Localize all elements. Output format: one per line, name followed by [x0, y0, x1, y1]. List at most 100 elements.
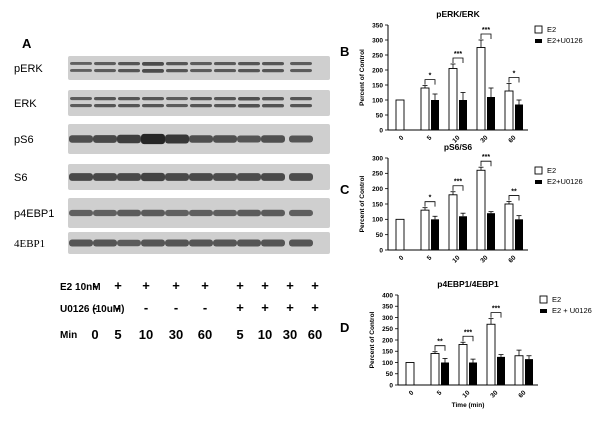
blot-band	[118, 104, 140, 108]
blot-band	[118, 69, 140, 73]
y-tick-label: 150	[382, 349, 393, 356]
significance-bracket	[424, 79, 436, 85]
chart-p4ebp1-4ebp1: p4EBP1/4EBP1050100150200250300350400Perc…	[369, 279, 592, 409]
condition-value: +	[142, 278, 150, 293]
x-tick-label: 0	[398, 254, 406, 262]
blot-band	[289, 239, 313, 247]
blot-band	[289, 173, 313, 181]
x-tick-label: 10	[451, 134, 461, 144]
bar-e2	[476, 169, 486, 251]
blot-band	[94, 69, 116, 73]
y-tick-label: 350	[382, 304, 393, 311]
legend-label: E2+U0126	[547, 36, 583, 45]
blot-band	[70, 69, 92, 72]
bar-e2-u0126	[441, 362, 449, 385]
blot-band	[93, 173, 117, 181]
blot-band	[166, 62, 188, 66]
legend-swatch-open	[534, 166, 543, 175]
y-tick-label: 50	[386, 371, 394, 378]
bar-e2	[514, 355, 524, 386]
legend-swatch-open	[534, 25, 543, 34]
legend-swatch-filled	[535, 39, 542, 43]
blot-band	[190, 97, 212, 101]
x-tick-label: 5	[426, 254, 434, 262]
blot-band	[237, 209, 261, 217]
condition-value: -	[144, 300, 148, 315]
blot-band	[189, 239, 213, 247]
bar-e2	[448, 68, 458, 131]
significance-bracket	[452, 57, 464, 63]
x-axis-label: Time (min)	[452, 402, 485, 409]
bar-e2	[430, 353, 440, 386]
x-tick-label: 60	[507, 134, 517, 144]
blot-band	[94, 62, 116, 66]
significance-marker: ***	[454, 51, 462, 58]
blot-band	[70, 62, 92, 65]
blot-band	[142, 62, 164, 66]
blot-band	[262, 69, 284, 73]
significance-marker: **	[437, 339, 443, 346]
blot-band	[214, 97, 236, 101]
significance-marker: ***	[492, 306, 500, 313]
x-tick-label: 0	[398, 134, 406, 142]
blot-band	[94, 104, 116, 108]
blot-band	[94, 97, 116, 101]
significance-bracket	[490, 312, 502, 318]
x-tick-label: 10	[461, 389, 471, 399]
blot-band	[166, 97, 188, 101]
condition-value: +	[172, 278, 180, 293]
y-tick-label: 100	[372, 97, 383, 104]
bar-e2	[420, 87, 430, 131]
bar-e2-u0126	[459, 100, 467, 130]
y-tick-label: 400	[382, 292, 393, 299]
y-axis-label: Percent of Control	[369, 311, 376, 368]
blot-band	[117, 239, 141, 247]
significance-marker: ***	[482, 154, 490, 161]
panel-letter-c: C	[340, 182, 350, 197]
y-tick-label: 100	[382, 360, 393, 367]
blot-band	[165, 239, 189, 247]
significance-bracket	[424, 201, 436, 207]
bar-e2-u0126	[469, 362, 477, 385]
bar-e2-u0126	[431, 100, 439, 130]
significance-bracket	[480, 33, 492, 39]
significance-marker: **	[511, 189, 517, 196]
blot-band	[189, 173, 213, 181]
blot-band	[141, 133, 165, 145]
blot-band	[190, 69, 212, 73]
y-axis-label: Percent of Control	[359, 49, 366, 106]
significance-bracket	[452, 185, 464, 191]
blot-band	[238, 104, 260, 108]
bar-e2-u0126	[487, 213, 495, 250]
blot-band	[93, 239, 117, 247]
condition-value: 30	[169, 327, 183, 342]
blot-band	[70, 104, 92, 108]
condition-value: -	[93, 300, 97, 315]
blot-band	[93, 209, 117, 217]
condition-value: -	[116, 300, 120, 315]
significance-bracket	[508, 195, 520, 201]
bar-e2-u0126	[515, 104, 523, 130]
blot-band	[214, 62, 236, 66]
legend-label: E2+U0126	[547, 177, 583, 186]
blot-band	[166, 104, 188, 108]
blot-band	[190, 104, 212, 108]
blot-band	[213, 135, 237, 143]
blot-band	[190, 62, 212, 66]
condition-value: +	[311, 300, 319, 315]
blot-band	[141, 239, 165, 247]
legend-label: E2	[547, 25, 556, 34]
condition-value: +	[201, 278, 209, 293]
significance-bracket	[462, 335, 474, 342]
legend-swatch-filled	[535, 180, 542, 184]
condition-value: 60	[198, 327, 212, 342]
condition-value: +	[261, 300, 269, 315]
y-tick-label: 200	[372, 67, 383, 74]
bar-e2	[420, 209, 430, 251]
condition-value: -	[203, 300, 207, 315]
condition-value: 5	[236, 327, 243, 342]
condition-label: Min	[60, 330, 77, 341]
chart-title: p4EBP1/4EBP1	[437, 279, 499, 289]
condition-value: +	[236, 300, 244, 315]
y-tick-label: 200	[382, 337, 393, 344]
